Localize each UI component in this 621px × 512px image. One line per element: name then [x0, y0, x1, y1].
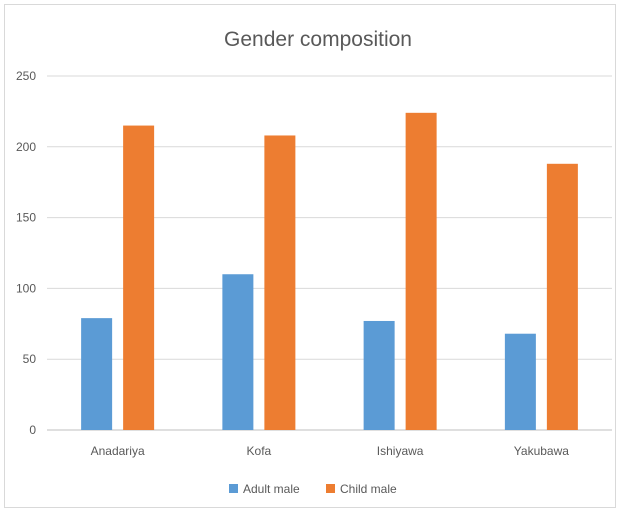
y-tick-label: 150: [16, 211, 36, 225]
y-axis: 0 50 100 150 200 250: [16, 69, 36, 437]
legend-label: Adult male: [243, 482, 300, 496]
bar-child-male-kofa: [264, 135, 296, 431]
bars: [81, 112, 578, 431]
y-tick-label: 100: [16, 281, 36, 295]
y-tick-label: 50: [23, 352, 37, 366]
chart-title: Gender composition: [224, 28, 412, 51]
bar-adult-male-kofa: [222, 274, 254, 430]
bar-child-male-yakubawa: [546, 163, 578, 431]
legend-label: Child male: [340, 482, 397, 496]
x-tick-label: Anadariya: [91, 444, 145, 458]
x-tick-label: Ishiyawa: [377, 444, 424, 458]
legend-swatch: [326, 484, 335, 493]
legend-swatch: [229, 484, 238, 493]
bar-adult-male-anadariya: [81, 318, 113, 430]
bar-adult-male-ishiyawa: [363, 320, 395, 430]
legend: Adult male Child male: [229, 482, 397, 496]
x-tick-label: Kofa: [247, 444, 272, 458]
bar-adult-male-yakubawa: [504, 333, 536, 430]
y-tick-label: 250: [16, 69, 36, 83]
bar-child-male-anadariya: [123, 125, 155, 430]
y-tick-label: 200: [16, 140, 36, 154]
x-tick-label: Yakubawa: [514, 444, 569, 458]
y-tick-label: 0: [29, 423, 36, 437]
x-axis: Anadariya Kofa Ishiyawa Yakubawa: [91, 444, 570, 458]
bar-child-male-ishiyawa: [405, 112, 437, 430]
